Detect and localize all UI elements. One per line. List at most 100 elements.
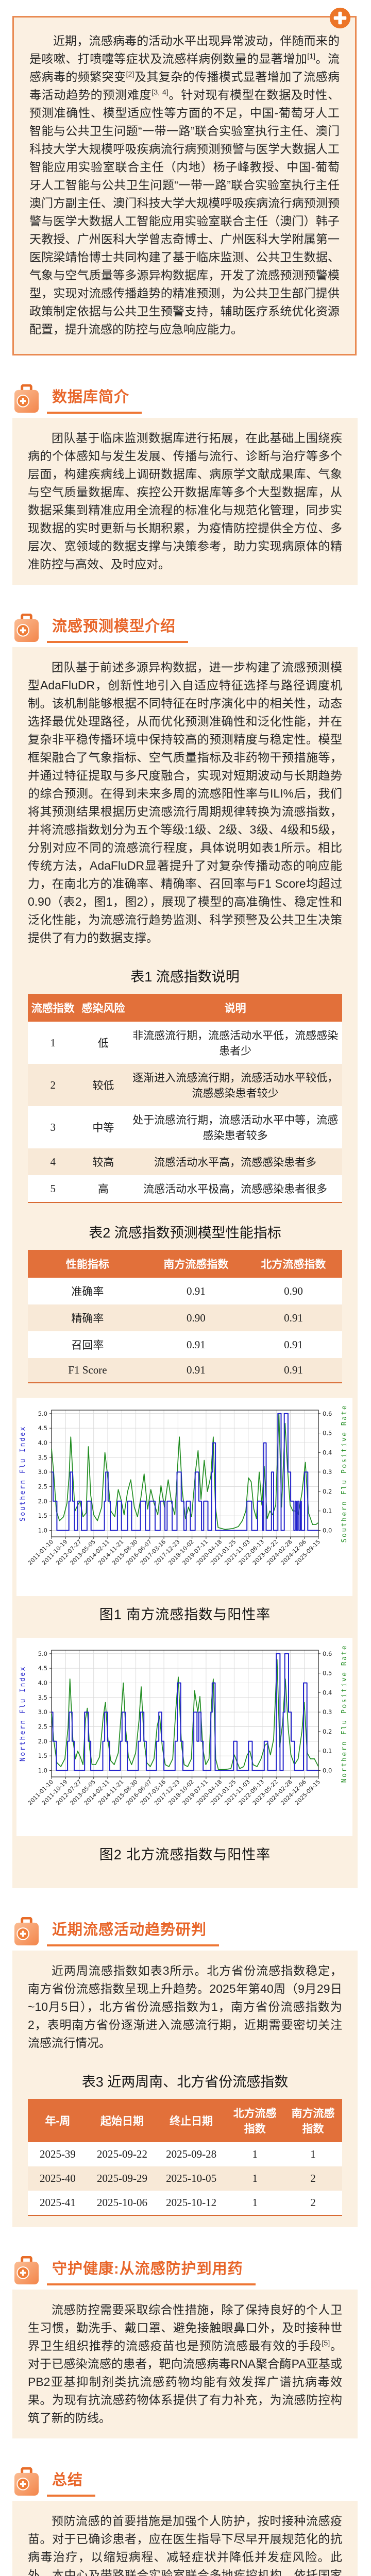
flu-index-description-table: 流感指数 感染风险 说明 1 低 非流感流行期，流感活动水平低，流感感染患者少 2 较低 逐渐进… [28,994,342,1203]
svg-text:0.6: 0.6 [323,1410,332,1417]
column-header: 性能指标 [28,1250,147,1278]
svg-text:3.0: 3.0 [38,1468,47,1476]
table-cell: 1 [252,2172,258,2184]
svg-text:5.0: 5.0 [38,1650,47,1657]
table-cell: 0.91 [186,1338,206,1351]
table-cell: 精确率 [71,1312,104,1325]
table-cell: 2025-10-12 [157,2191,226,2216]
table-cell: 2025-10-06 [87,2191,157,2216]
table-cell: 5 [28,1175,78,1203]
table-cell: 0.90 [284,1284,303,1297]
section-header-trend: 近期流感活动趋势研判 [14,1917,371,1946]
table-cell: 4 [50,1155,56,1168]
table-cell: 2025-40 [39,2172,76,2184]
table-cell: 0.91 [186,1284,206,1297]
svg-text:3.5: 3.5 [38,1694,47,1701]
flu-index-step-line [52,1413,318,1531]
table-cell: 逐渐进入流感流行期，流感活动水平较低，流感感染患者较少 [132,1072,339,1099]
svg-text:4.5: 4.5 [38,1425,47,1432]
positive-rate-line [51,1413,319,1530]
table-cell: 低 [97,1037,109,1049]
first-aid-kit-icon [14,384,39,414]
svg-text:0.2: 0.2 [323,1728,332,1735]
positive-rate-line [51,1659,319,1770]
svg-text:0.3: 0.3 [323,1708,332,1716]
svg-text:1.5: 1.5 [38,1752,47,1759]
table-cell: 0.91 [284,1311,303,1324]
section-title-model: 流感预测模型介绍 [52,618,176,635]
column-header: 南方流感指数 [147,1250,245,1278]
chart-svg: 2011-01-102011-10-192012-07-272013-05-05… [19,1404,348,1567]
table-cell: 0.91 [147,1358,245,1383]
table-row: 2025-39 2025-09-22 2025-09-28 1 1 [28,2142,342,2166]
table-cell: 2025-10-05 [166,2172,217,2184]
first-aid-kit-icon [14,2256,39,2285]
svg-text:0.4: 0.4 [323,1449,332,1456]
table-cell: 2 [284,2191,342,2216]
table-cell: 召回率 [71,1339,104,1351]
table-row: 2025-41 2025-10-06 2025-10-12 1 2 [28,2191,342,2216]
figure2-caption: 图2 北方流感指数与阳性率 [99,1847,271,1862]
first-aid-kit-icon [14,613,39,643]
figure1-southern-chart: 2011-01-10 2011-10-19 2012-07-27 2013-05-05… [16,1398,352,1596]
table-row: 2 较低 逐渐进入流感流行期，流感活动水平较低，流感感染患者较少 [28,1064,342,1106]
section-title-summary: 总结 [52,2472,83,2488]
svg-text:4.0: 4.0 [38,1679,47,1686]
table-cell: 非流感流行期，流感活动水平低，流感感染患者少 [132,1029,339,1057]
svg-text:4.5: 4.5 [38,1665,47,1672]
model-performance-table: 性能指标 南方流感指数 北方流感指数 准确率 0.91 0.90 精确率 0.90 0.91 召回… [28,1250,342,1383]
database-card: 团队基于临床监测数据库进行拓展，在此基础上围绕疾病的个体感知与发生发展、传播与流… [12,418,358,585]
svg-text:3.5: 3.5 [38,1454,47,1461]
table-cell: 1 [310,2148,316,2160]
svg-text:2.5: 2.5 [38,1483,47,1490]
section-title-underline: 守护健康:从流感防护到用药 [47,2257,256,2285]
trend-paragraph: 近两周流感指数如表3所示。北方省份流感指数稳定，南方省份流感指数呈现上升趋势。2… [28,1964,342,2049]
table-cell: 中等 [92,1122,114,1134]
section-title-trend: 近期流感活动趋势研判 [52,1922,207,1938]
protect-paragraph: 流感防控需要采取综合性措施，除了保持良好的个人卫生习惯，勤洗手、戴口罩、避免接触… [28,2303,343,2425]
table-cell: 2025-09-22 [96,2148,147,2160]
column-header: 北方流感指数 [226,2099,284,2142]
table-row: 召回率 0.91 0.91 [28,1331,342,1358]
table-row: 1 低 非流感流行期，流感活动水平低，流感感染患者少 [28,1022,342,1064]
svg-text:0.0: 0.0 [323,1527,332,1534]
table-row: 精确率 0.90 0.91 [28,1304,342,1331]
table-row: 5 高流感活动水平极高，流感感染患者很多 [28,1175,342,1203]
svg-text:1.5: 1.5 [38,1512,47,1519]
section-title-protect: 守护健康:从流感防护到用药 [52,2261,243,2277]
svg-text:1.0: 1.0 [38,1527,47,1534]
table-row: F1 Score 0.91 0.91 [28,1358,342,1383]
table-cell: 准确率 [71,1285,104,1298]
svg-text:0.4: 0.4 [323,1689,332,1696]
table3-title: 表3 近两周南、北方省份流感指数 [81,2074,289,2090]
svg-text:Northern Flu Positive Rate: Northern Flu Positive Rate [341,1645,348,1783]
database-paragraph: 团队基于临床监测数据库进行拓展，在此基础上围绕疾病的个体感知与发生发展、传播与流… [28,431,342,571]
section-header-database: 数据库简介 [14,384,371,414]
table-cell: 流感活动水平极高，流感感染患者很多 [128,1175,342,1203]
table-row: 3 中等 处于流感流行期，流感活动水平中等，流感感染患者较多 [28,1106,342,1148]
table-cell: 2025-39 [39,2148,76,2160]
svg-text:0.0: 0.0 [323,1767,332,1774]
svg-text:0.2: 0.2 [323,1488,332,1495]
table-cell: 3 [50,1121,56,1133]
table-cell: 0.91 [244,1358,342,1383]
summary-card: 预防流感的首要措施是加强个人防护，按时接种流感疫苗。对于已确诊患者，应在医生指导… [12,2501,358,2576]
table-cell: 1 [50,1036,56,1049]
svg-text:0.5: 0.5 [323,1670,332,1677]
table-cell: 2 [310,2172,316,2184]
column-header: 说明 [128,994,342,1022]
table-row: 4 较高 流感活动水平高，流感感染患者多 [28,1148,342,1175]
svg-text:Southern Flu Positive Rate: Southern Flu Positive Rate [341,1404,348,1543]
table-cell: 0.91 [284,1338,303,1351]
svg-text:2.0: 2.0 [38,1498,47,1505]
summary-paragraph: 预防流感的首要措施是加强个人防护，按时接种流感疫苗。对于已确诊患者，应在医生指导… [28,2514,342,2576]
table-cell: 2025-09-29 [96,2172,147,2184]
svg-text:0.1: 0.1 [323,1748,332,1755]
svg-text:1.0: 1.0 [38,1767,47,1774]
table-cell: 1 [252,2148,258,2160]
column-header: 北方流感指数 [244,1250,342,1278]
table-cell: 1 [226,2191,284,2216]
svg-text:3.0: 3.0 [38,1708,47,1716]
model-paragraph: 团队基于前述多源异构数据，进一步构建了流感预测模型AdaFluDR，创新性地引入… [28,660,342,944]
